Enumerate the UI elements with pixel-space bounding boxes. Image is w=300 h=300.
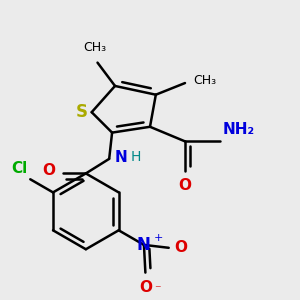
Text: ⁻: ⁻ bbox=[154, 284, 161, 297]
Text: CH₃: CH₃ bbox=[83, 41, 106, 54]
Text: N: N bbox=[137, 236, 151, 254]
Text: O: O bbox=[175, 240, 188, 255]
Text: N: N bbox=[115, 150, 128, 165]
Text: +: + bbox=[154, 232, 163, 243]
Text: S: S bbox=[76, 103, 88, 121]
Text: Cl: Cl bbox=[11, 161, 27, 176]
Text: NH₂: NH₂ bbox=[223, 122, 255, 137]
Text: O: O bbox=[42, 163, 55, 178]
Text: O: O bbox=[139, 280, 152, 295]
Text: H: H bbox=[131, 150, 141, 164]
Text: CH₃: CH₃ bbox=[194, 74, 217, 87]
Text: O: O bbox=[178, 178, 191, 193]
